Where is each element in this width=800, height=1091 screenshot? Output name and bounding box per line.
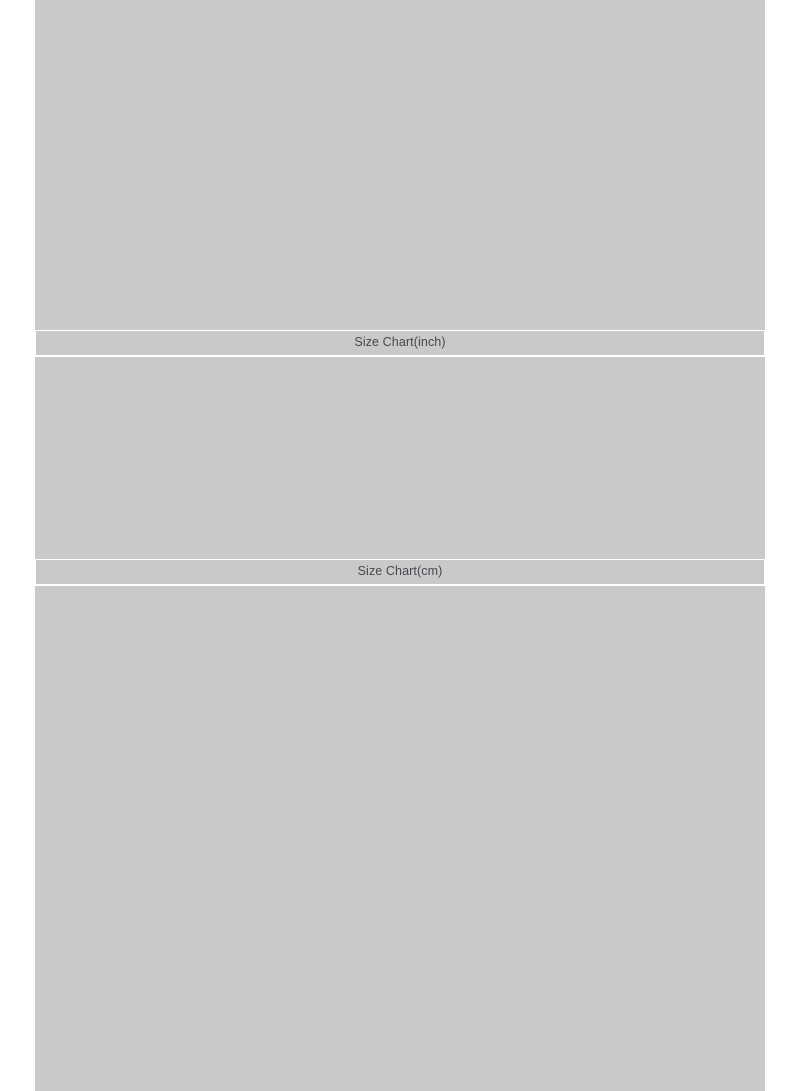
size-chart-cm-header: Size Chart(cm) xyxy=(36,560,764,585)
size-chart-inch-table: Size Chart(inch) xyxy=(35,330,765,357)
size-chart-inch-block: Size Chart(inch) xyxy=(35,330,765,357)
size-chart-cm-block: Size Chart(cm) xyxy=(35,559,765,586)
size-chart-inch-header: Size Chart(inch) xyxy=(36,331,764,356)
size-chart-cm-table: Size Chart(cm) xyxy=(35,559,765,586)
size-chart-cm-title-row: Size Chart(cm) xyxy=(36,560,764,584)
page-content: Size Chart(inch) Size Chart(cm) xyxy=(35,0,765,1091)
size-chart-cm-title: Size Chart(cm) xyxy=(36,560,764,584)
size-chart-inch-title: Size Chart(inch) xyxy=(36,331,764,355)
page-background xyxy=(35,0,765,1091)
size-chart-inch-title-row: Size Chart(inch) xyxy=(36,331,764,355)
